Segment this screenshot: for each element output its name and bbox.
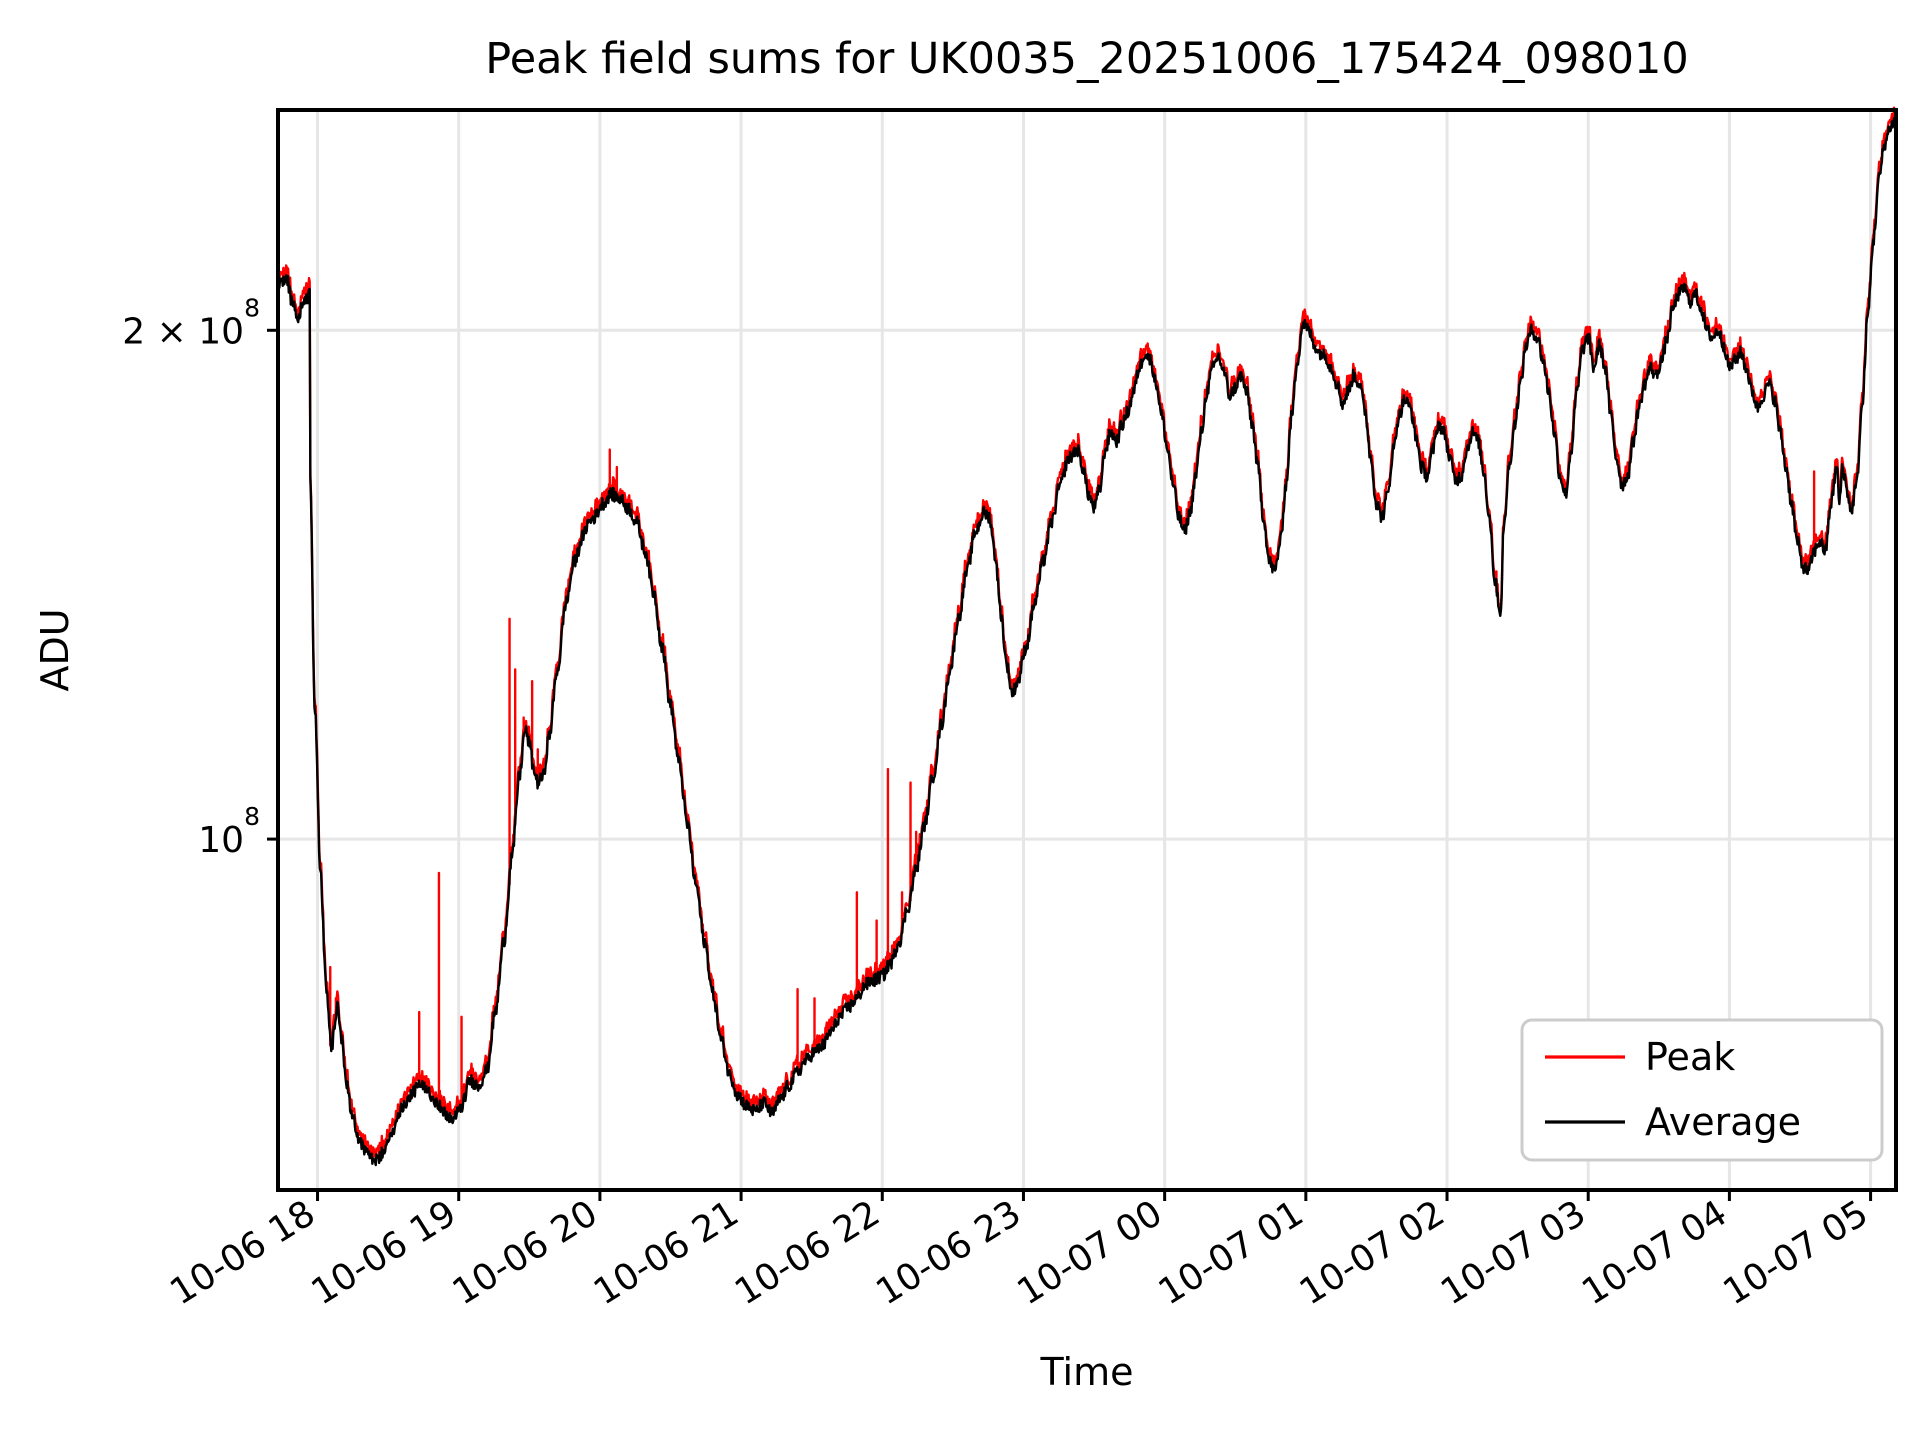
svg-text:8: 8 <box>244 802 260 831</box>
x-gridlines <box>316 110 1873 1190</box>
x-tickmarks <box>316 1190 1873 1201</box>
x-tick-label: 10-06 22 <box>728 1193 887 1314</box>
legend-label-average: Average <box>1645 1100 1801 1144</box>
x-tick-label: 10-06 21 <box>587 1193 746 1314</box>
x-tick-label: 10-06 20 <box>446 1193 605 1314</box>
x-tick-label: 10-06 18 <box>163 1193 322 1314</box>
legend-background <box>1520 1018 1884 1162</box>
x-tick-label: 10-06 19 <box>304 1193 463 1314</box>
y-tickmarks <box>267 328 278 841</box>
axes-spines <box>276 108 1898 1192</box>
x-tick-label: 10-07 03 <box>1434 1193 1593 1314</box>
x-tick-label: 10-07 01 <box>1152 1193 1311 1314</box>
x-tick-label: 10-07 02 <box>1293 1193 1452 1314</box>
y-tick-label: 108 <box>198 802 260 861</box>
x-tick-label: 10-07 00 <box>1010 1193 1169 1314</box>
x-tick-label: 10-07 04 <box>1575 1193 1734 1314</box>
chart-title: Peak field sums for UK0035_20251006_1754… <box>485 34 1688 84</box>
x-tick-label: 10-07 05 <box>1716 1193 1875 1314</box>
svg-text:10: 10 <box>198 820 244 861</box>
svg-text:8: 8 <box>244 293 260 322</box>
y-gridlines <box>278 328 1896 841</box>
y-axis-label: ADU <box>33 608 77 691</box>
x-tick-label: 10-06 23 <box>869 1193 1028 1314</box>
plot-area-background <box>278 110 1896 1190</box>
x-axis-label: Time <box>1040 1350 1134 1394</box>
y-tick-label: 2 × 108 <box>122 293 260 352</box>
series-average-line <box>276 116 1898 1167</box>
data-series-group <box>276 106 1898 1167</box>
legend[interactable]: Peak Average <box>1520 1018 1884 1162</box>
svg-text:2 × 10: 2 × 10 <box>122 311 244 352</box>
legend-label-peak: Peak <box>1645 1035 1735 1079</box>
